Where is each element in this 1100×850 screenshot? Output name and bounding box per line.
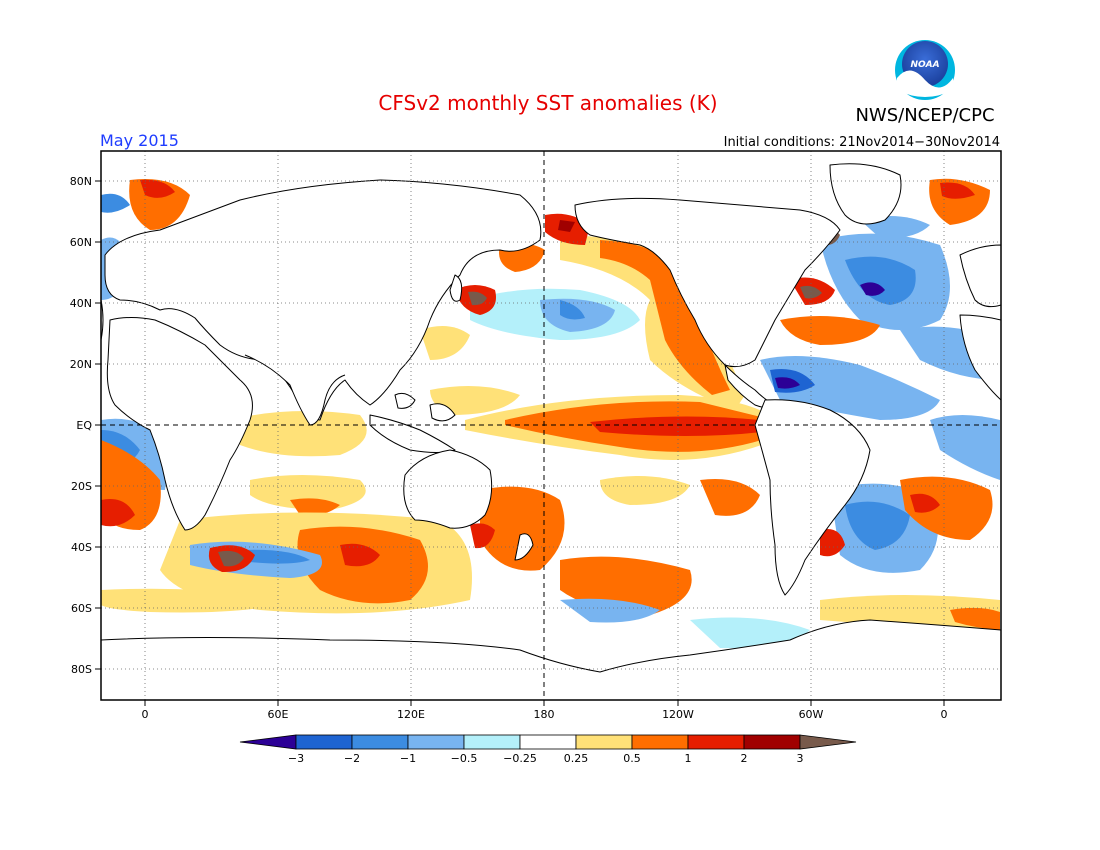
lon-axis: 0 60E 120E 180 120W 60W 0 — [142, 700, 948, 721]
colorbar-label: −1 — [400, 752, 416, 765]
colorbar-label: 0.5 — [623, 752, 641, 765]
sst-field — [101, 151, 1001, 700]
colorbar-segment — [463, 734, 521, 750]
lon-label: 60E — [268, 708, 289, 721]
lat-label: 80N — [70, 175, 92, 188]
lat-label: 20N — [70, 358, 92, 371]
colorbar-label: −3 — [288, 752, 304, 765]
colorbar-label: 3 — [797, 752, 804, 765]
lon-label: 60W — [799, 708, 824, 721]
colorbar-label: 2 — [741, 752, 748, 765]
equator-dateline — [101, 151, 1001, 700]
colorbar-low-arrow — [239, 734, 297, 750]
lat-label: 80S — [71, 663, 92, 676]
colorbar-segment — [351, 734, 409, 750]
noaa-logo-text: NOAA — [910, 60, 939, 70]
lon-label: 0 — [941, 708, 948, 721]
valid-month-label: May 2015 — [100, 131, 179, 150]
lat-label: 20S — [71, 480, 92, 493]
lon-label: 120E — [397, 708, 425, 721]
lat-label: 40S — [71, 541, 92, 554]
lat-label: 60S — [71, 602, 92, 615]
colorbar-segment — [295, 734, 353, 750]
colorbar-label: 0.25 — [564, 752, 589, 765]
colorbar-label: −2 — [344, 752, 360, 765]
colorbar-label: −0.5 — [451, 752, 478, 765]
lat-label: 40N — [70, 297, 92, 310]
chart-title: CFSv2 monthly SST anomalies (K) — [378, 91, 717, 115]
colorbar-segment — [631, 734, 689, 750]
colorbar-segment — [519, 734, 577, 750]
noaa-logo-icon: NOAA — [895, 40, 955, 100]
lon-label: 0 — [142, 708, 149, 721]
lat-label: EQ — [76, 419, 92, 432]
lat-label: 60N — [70, 236, 92, 249]
colorbar-label: 1 — [685, 752, 692, 765]
colorbar-segment — [743, 734, 801, 750]
colorbar-segment — [575, 734, 633, 750]
continent-outlines — [101, 163, 1001, 700]
colorbar: −3 −2 −1 −0.5 −0.25 0.25 0.5 1 2 3 — [239, 734, 857, 765]
lon-label: 180 — [534, 708, 555, 721]
colorbar-segment — [407, 734, 465, 750]
lat-axis: 80N 60N 40N 20N EQ 20S 40S 60S 80S — [70, 175, 101, 676]
colorbar-label: −0.25 — [503, 752, 537, 765]
org-label: NWS/NCEP/CPC — [855, 105, 994, 126]
lon-label: 120W — [662, 708, 694, 721]
colorbar-segment — [687, 734, 745, 750]
colorbar-high-arrow — [799, 734, 857, 750]
initial-conditions-label: Initial conditions: 21Nov2014−30Nov2014 — [724, 135, 1000, 150]
